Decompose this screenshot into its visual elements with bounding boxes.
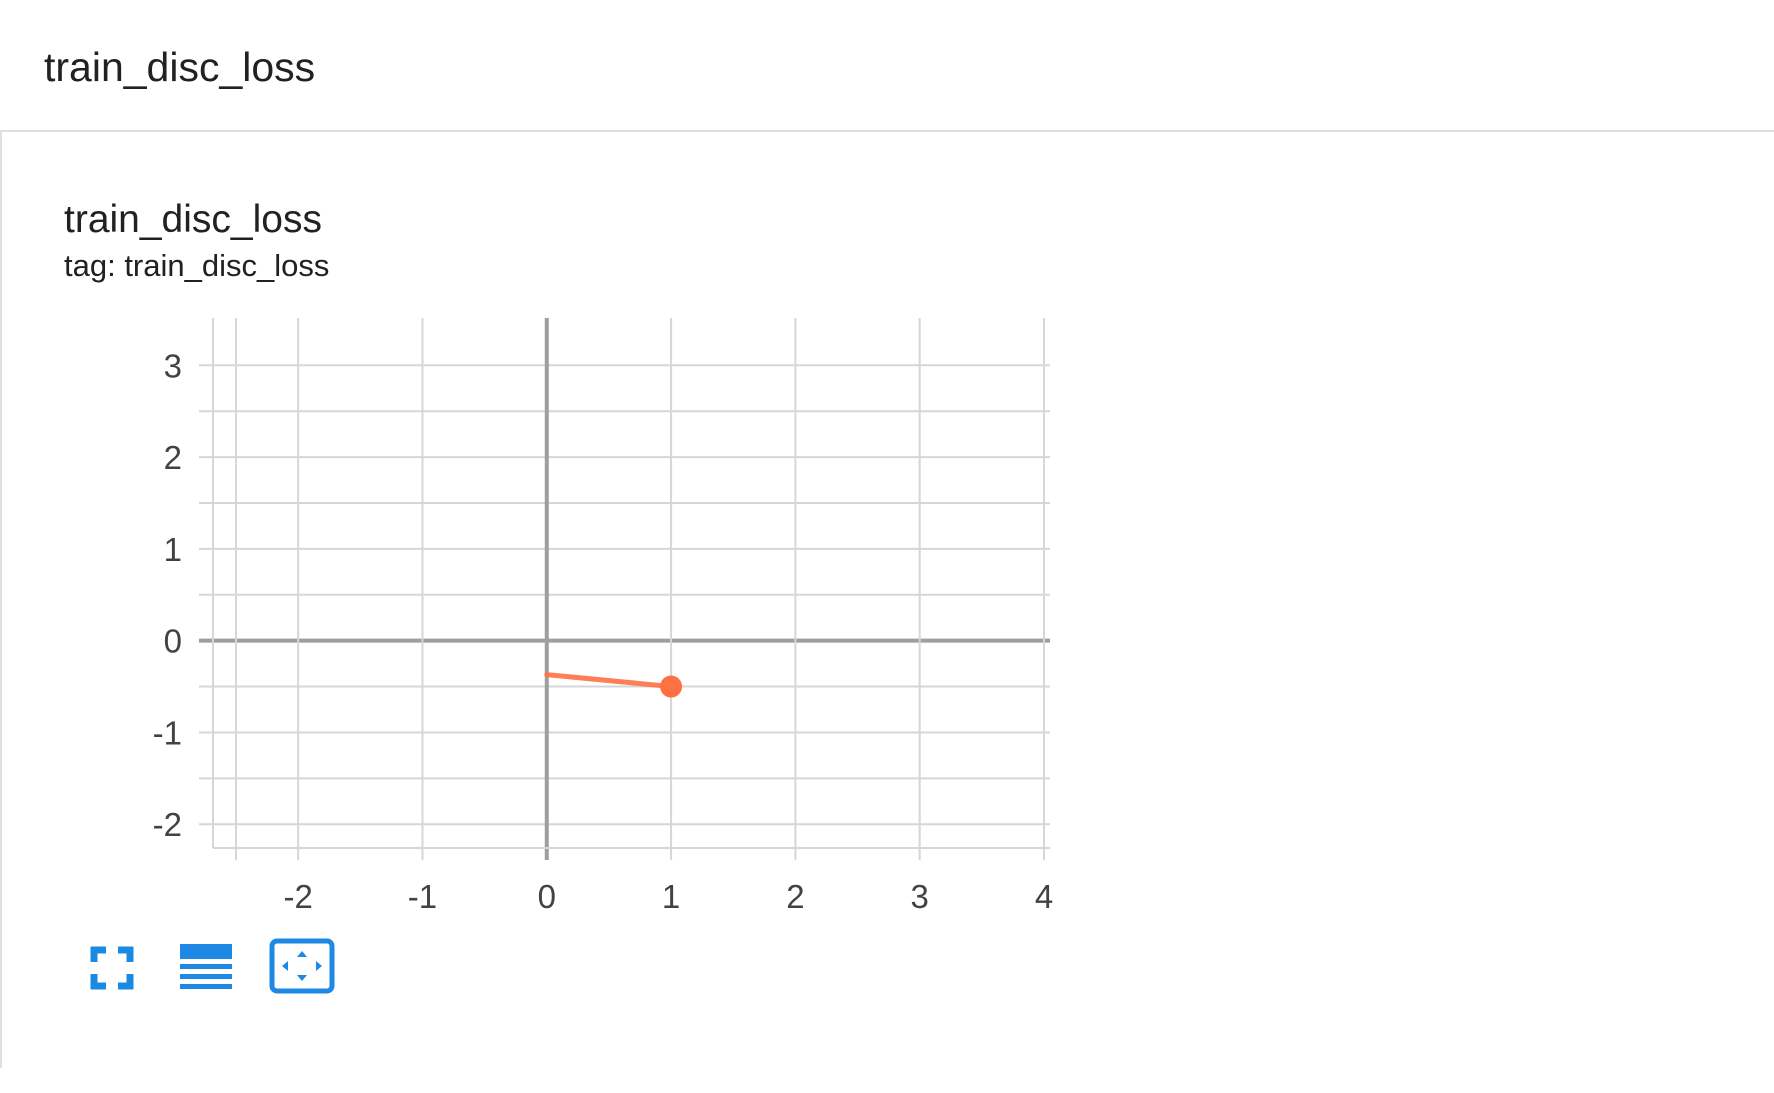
y-tick-label: -1 [153,714,182,751]
fullscreen-icon [90,946,134,990]
x-tick-label: 4 [1035,878,1053,915]
data-table-icon [180,944,232,989]
fit-domain-icon [269,938,335,994]
x-tick-label: 2 [786,878,804,915]
x-tick-label: 0 [538,878,556,915]
toggle-data-table-button[interactable] [178,940,234,994]
series-line [544,672,674,690]
line-chart[interactable]: -2 -1 0 1 2 3 -2 -1 0 1 2 3 4 [2,132,1102,932]
card-title: train_disc_loss [64,198,322,241]
x-tick-label: -2 [283,878,312,915]
x-tick-label: -1 [408,878,437,915]
y-tick-label: 3 [164,347,182,384]
x-tick-label: 1 [662,878,680,915]
y-tick-label: 0 [164,623,182,660]
section-title: train_disc_loss [44,44,316,90]
y-tick-label: 1 [164,531,182,568]
chart-card: train_disc_loss tag: train_disc_loss -2-… [0,132,1774,1068]
y-tick-label: 2 [164,439,182,476]
y-tick-label: -2 [153,806,182,843]
section-header: train_disc_loss [0,0,1774,132]
card-tag: tag: train_disc_loss [64,248,330,283]
fit-domain-button[interactable] [269,938,335,994]
series-point [660,675,683,698]
fullscreen-button[interactable] [88,944,136,992]
x-tick-label: 3 [911,878,929,915]
